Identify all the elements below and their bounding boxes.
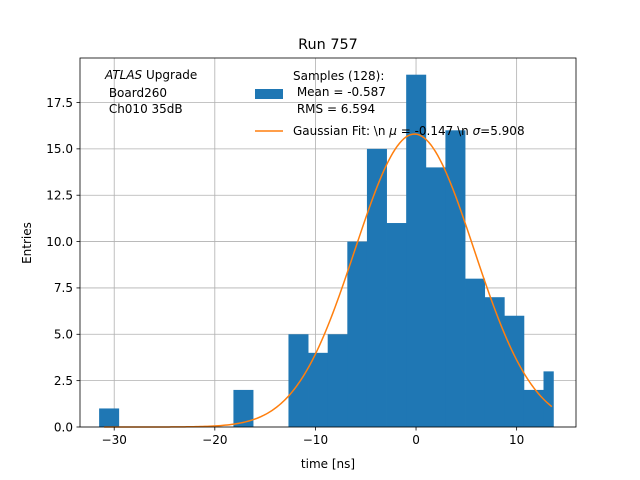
histogram-bars	[99, 74, 554, 427]
histogram-bar-6	[366, 148, 387, 427]
x-axis-ticks: −30 −20 −10 0 10	[102, 427, 524, 447]
y-axis-ticks: 0.0 2.5 5.0 7.5 10.0 12.5 15.0 17.5	[46, 96, 80, 434]
histogram-bar-10	[445, 130, 466, 427]
histogram-bar-1	[233, 389, 254, 427]
x-tick-label-2: −10	[303, 433, 328, 447]
annotation-line-2: Board260	[105, 86, 167, 100]
histogram-bar-7	[386, 223, 407, 427]
x-tick-label-1: −20	[202, 433, 227, 447]
legend-fit-label-pre: Gaussian Fit: \n	[293, 124, 389, 138]
annotation-atlas: ATLAS	[104, 68, 143, 82]
annotation-line-1: ATLAS Upgrade	[104, 68, 197, 82]
y-tick-label-1: 2.5	[54, 374, 73, 388]
legend-fit-label-mid: = -0.147 \n	[397, 124, 473, 138]
histogram-bar-12	[484, 297, 505, 427]
y-tick-label-3: 7.5	[54, 281, 73, 295]
atlas-annotation: ATLAS Upgrade Board260 Ch010 35dB	[104, 68, 197, 116]
histogram-bar-14	[523, 389, 544, 427]
histogram-bar-0	[99, 408, 120, 427]
legend-fit-sigma: σ	[473, 124, 481, 138]
annotation-line-3: Ch010 35dB	[105, 102, 183, 116]
histogram-bar-9	[425, 167, 446, 427]
histogram-bar-5	[347, 241, 368, 427]
histogram-bar-3	[308, 352, 329, 427]
x-tick-label-0: −30	[102, 433, 127, 447]
legend: Samples (128): Mean = -0.587 RMS = 6.594…	[255, 69, 525, 138]
y-tick-label-0: 0.0	[54, 420, 73, 434]
x-tick-label-3: 0	[412, 433, 420, 447]
grid	[80, 58, 576, 428]
legend-histogram-mean: Mean = -0.587	[293, 85, 386, 99]
y-axis-label: Entries	[20, 222, 34, 264]
legend-fit-mu: μ	[388, 124, 397, 138]
x-tick-label-4: 10	[509, 433, 524, 447]
legend-histogram-patch	[255, 89, 283, 99]
histogram-bar-13	[504, 315, 525, 427]
y-tick-label-4: 10.0	[46, 235, 73, 249]
legend-fit-label: Gaussian Fit: \n μ = -0.147 \n σ=5.908	[293, 124, 525, 138]
legend-fit-label-end: =5.908	[480, 124, 524, 138]
y-tick-label-5: 12.5	[46, 189, 73, 203]
x-axis-label: time [ns]	[301, 457, 355, 471]
histogram-bar-2	[288, 334, 309, 427]
histogram-bar-4	[327, 334, 348, 427]
legend-histogram-rms: RMS = 6.594	[293, 102, 375, 116]
y-tick-label-7: 17.5	[46, 96, 73, 110]
histogram-bar-8	[406, 74, 427, 427]
histogram-bar-11	[465, 278, 486, 427]
histogram-bar-15	[543, 371, 554, 427]
legend-histogram-name: Samples (128):	[293, 69, 384, 83]
plot-frame	[79, 57, 577, 428]
y-tick-label-6: 15.0	[46, 142, 73, 156]
chart-title: Run 757	[298, 37, 358, 53]
annotation-upgrade: Upgrade	[142, 68, 197, 82]
y-tick-label-2: 5.0	[54, 328, 73, 342]
